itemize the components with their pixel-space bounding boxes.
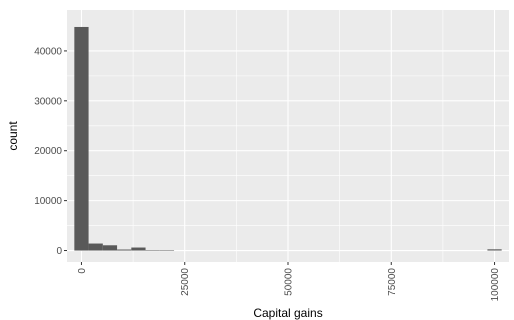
x-tick-label: 75000 [387,268,398,296]
y-tick-label: 0 [56,246,62,257]
histogram-bar [145,250,160,251]
histogram-bar [117,249,132,251]
y-tick-label: 20000 [34,146,62,157]
x-axis-ticks: 0 25000 50000 75000 100000 [77,262,501,301]
x-tick-label: 100000 [490,268,501,302]
histogram-bar [74,26,89,251]
y-axis-ticks: 0 10000 20000 30000 40000 [34,46,67,257]
x-tick-label: 25000 [180,268,191,296]
histogram-bar [487,249,502,251]
y-axis-title: count [6,121,20,151]
histogram-bar [131,247,146,251]
x-tick-label: 0 [77,268,88,274]
y-tick-label: 40000 [34,46,62,57]
y-tick-label: 10000 [34,196,62,207]
x-axis-title: Capital gains [253,306,322,320]
x-tick-label: 50000 [284,268,295,296]
histogram-bars [74,26,502,251]
histogram-bar [102,245,118,251]
histogram-bar [159,250,175,251]
histogram-bar [88,243,103,251]
y-tick-label: 30000 [34,96,62,107]
